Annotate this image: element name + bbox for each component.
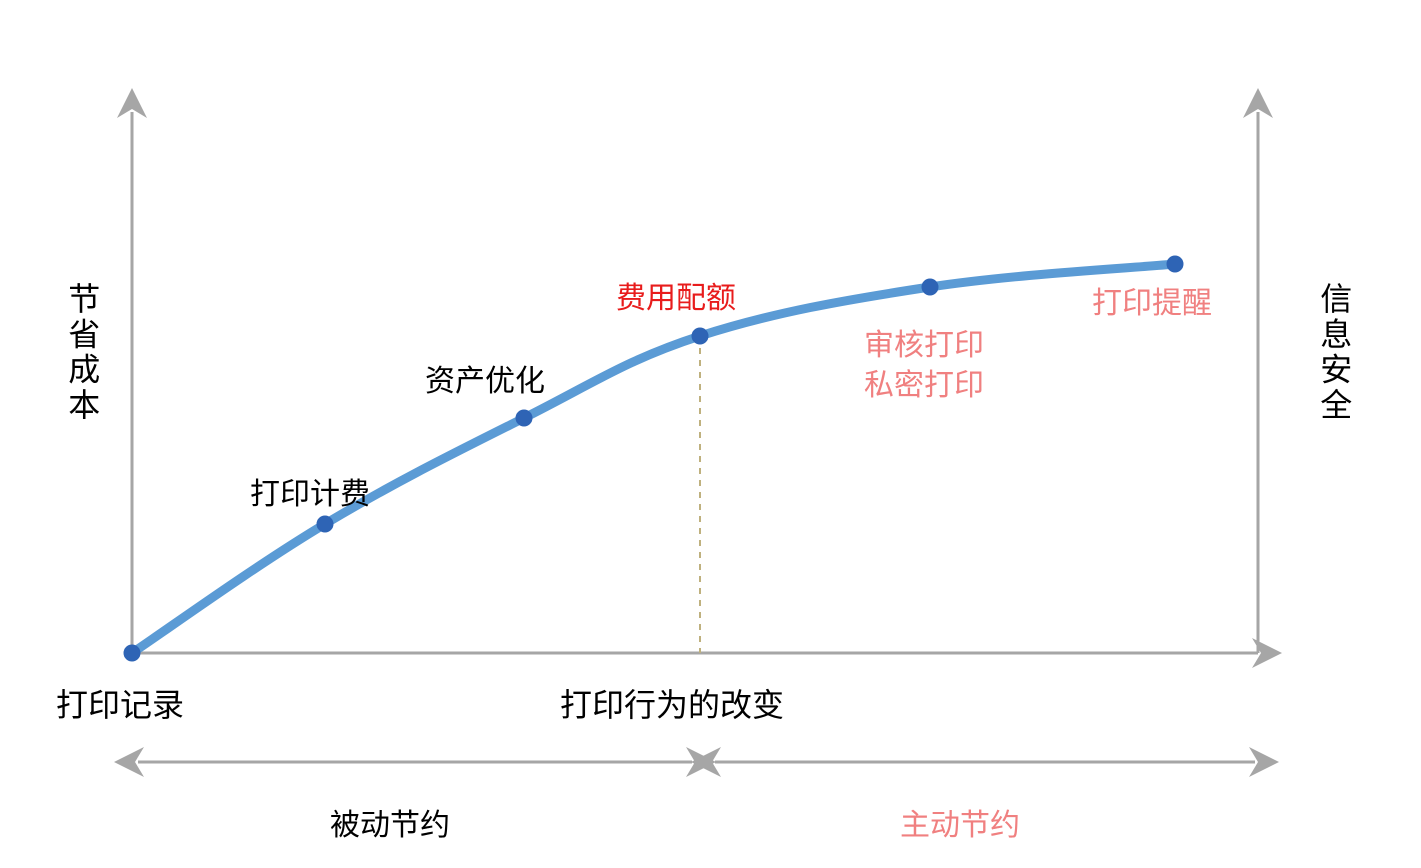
curve-marker [317,516,333,532]
curve-marker [692,328,708,344]
chart-svg [0,0,1421,868]
curve-marker [516,410,532,426]
curve-marker [922,279,938,295]
x-axis-center-label: 打印行为的改变 [560,680,784,726]
curve-point-label: 费用配额 [616,273,736,317]
curve-marker [1167,256,1183,272]
x-axis-origin-label: 打印记录 [56,680,184,726]
cost-savings-curve-chart: 节省成本 信息安全 打印记录 打印行为的改变 打印计费 资产优化 费用配额审核打印私… [0,0,1421,868]
curve-marker [124,645,140,661]
bottom-right-segment-label: 主动节约 [900,800,1020,844]
curve-point-label: 私密打印 [864,360,984,404]
curve-point-label: 打印计费 [250,469,370,513]
right-y-axis-label: 信息安全 [1316,282,1351,423]
curve-point-label: 打印提醒 [1092,278,1212,322]
bottom-left-segment-label: 被动节约 [330,800,450,844]
curve-point-label: 资产优化 [425,356,545,400]
curve-point-label: 审核打印 [864,320,984,364]
curve-line [132,264,1175,653]
left-y-axis-label: 节省成本 [64,282,99,423]
